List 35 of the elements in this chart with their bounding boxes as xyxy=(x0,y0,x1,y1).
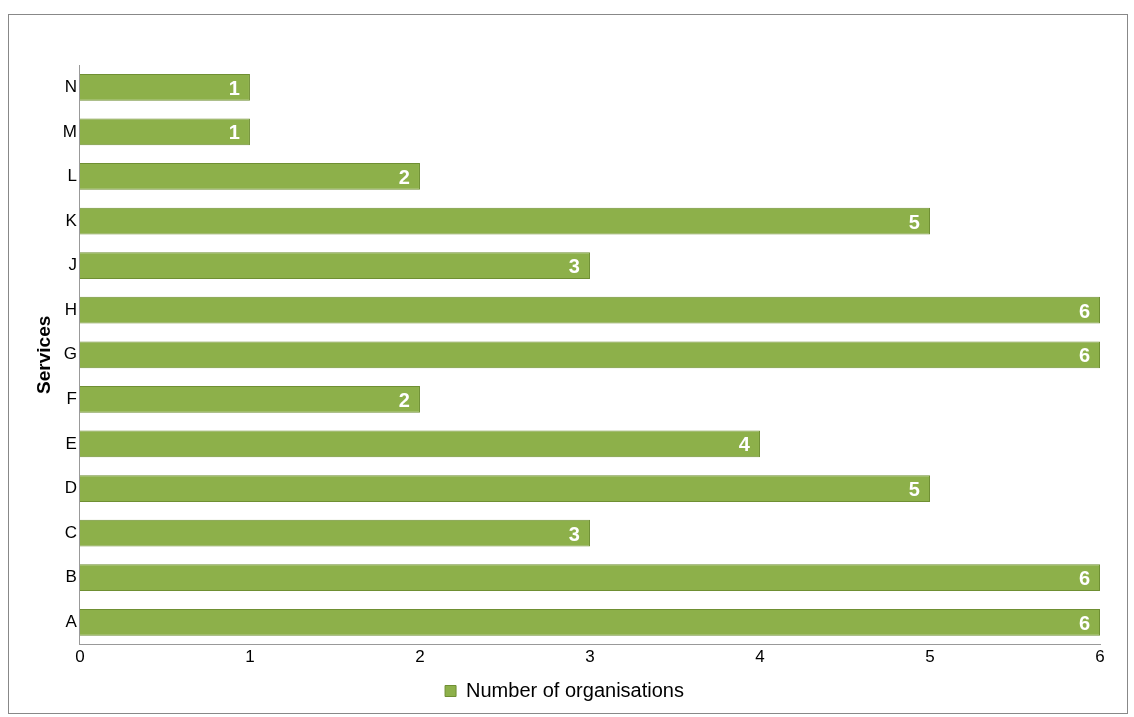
x-tick-label: 6 xyxy=(1095,647,1105,667)
data-label: 5 xyxy=(908,210,920,233)
y-axis-title: Services xyxy=(32,315,54,394)
data-label: 2 xyxy=(398,388,410,411)
data-label: 6 xyxy=(1078,344,1090,367)
y-tick-label: A xyxy=(65,612,78,631)
y-tick-label: L xyxy=(67,166,77,186)
y-tick-label: M xyxy=(62,121,77,141)
data-label: 1 xyxy=(228,121,240,144)
legend-label: Number of organisations xyxy=(466,678,684,701)
data-label: 3 xyxy=(568,255,580,278)
y-tick-label: N xyxy=(64,76,77,96)
x-tick-label: 0 xyxy=(75,647,85,667)
x-tick-label: 5 xyxy=(925,647,935,667)
data-label: 1 xyxy=(228,76,240,99)
data-label: 6 xyxy=(1078,299,1090,322)
y-tick-label: F xyxy=(66,389,77,409)
y-tick-label: B xyxy=(65,567,77,587)
y-tick-label: E xyxy=(65,433,77,453)
x-tick-label: 1 xyxy=(245,647,255,667)
x-tick-label: 2 xyxy=(415,647,425,667)
data-label: 6 xyxy=(1078,567,1090,590)
y-tick-label: K xyxy=(65,210,78,230)
data-label: 5 xyxy=(908,478,920,501)
y-tick-label: D xyxy=(64,478,77,498)
y-tick-label: H xyxy=(64,299,77,319)
data-label: 6 xyxy=(1078,611,1090,634)
y-tick-label: G xyxy=(63,344,77,364)
x-tick-label: 4 xyxy=(755,647,765,667)
data-label: 2 xyxy=(398,165,410,188)
data-label: 3 xyxy=(568,522,580,545)
data-label: 4 xyxy=(738,433,751,456)
y-tick-label: C xyxy=(64,522,77,542)
x-tick-label: 3 xyxy=(585,647,595,667)
y-tick-label: J xyxy=(68,255,77,275)
